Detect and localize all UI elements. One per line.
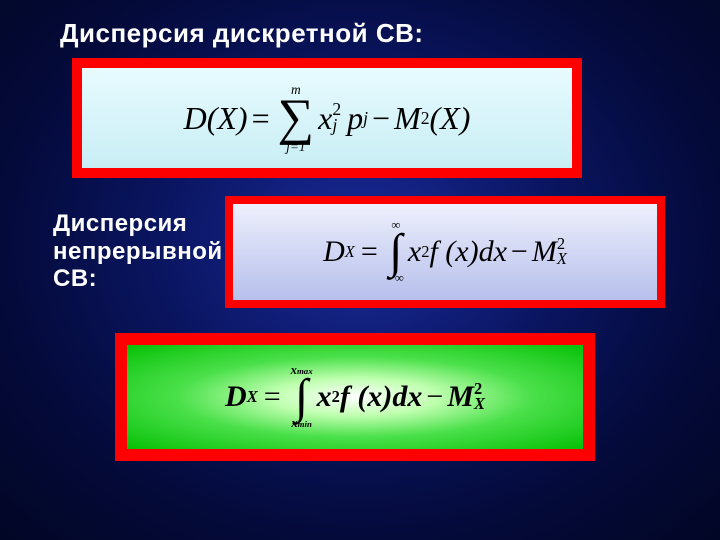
f2-f: f (x)dx (429, 235, 506, 269)
formula-box-continuous: D X = ∞ ∫ −∞ x 2 f (x)dx − M 2 X (225, 196, 665, 308)
f1-sum-bot: j=1 (286, 140, 306, 153)
f3-x: x (317, 380, 332, 414)
f2-x: x (408, 235, 421, 269)
f3-M: M (447, 380, 474, 414)
f3-D: D (225, 380, 247, 414)
formula-bounded: D X = xmax ∫ xmin x 2 f (x)dx − M 2 X (225, 345, 485, 449)
f3-M-sub: X (474, 397, 485, 412)
f1-x-supsub: 2 j (332, 102, 341, 134)
heading-continuous: Дисперсия непрерывной СВ: (53, 210, 223, 293)
heading-discrete-text: Дисперсия дискретной СВ: (60, 18, 424, 48)
f2-eq: = (361, 235, 378, 269)
f1-p: p (347, 100, 363, 137)
formula-discrete: D(X) = m ∑ j=1 x 2 j p j − M 2 (X) (184, 68, 471, 168)
f1-lhs: D(X) (184, 100, 248, 137)
f1-x: x (318, 100, 332, 137)
f1-sum: m ∑ j=1 (278, 83, 315, 153)
f3-int-bot: xmin (291, 417, 312, 430)
heading-discrete: Дисперсия дискретной СВ: (60, 18, 424, 49)
f1-M-sup: 2 (421, 108, 430, 129)
f2-int: ∞ ∫ −∞ (388, 219, 404, 285)
f1-tail: (X) (430, 100, 471, 137)
f3-M-supsub: 2 X (474, 382, 485, 412)
f2-M-sub: X (557, 252, 567, 267)
integral-icon-bold: ∫ (295, 377, 308, 418)
f3-x-sup: 2 (332, 387, 340, 407)
f3-int: xmax ∫ xmin (291, 364, 313, 430)
f3-eq: = (264, 380, 281, 414)
f1-eq: = (252, 100, 270, 137)
f1-minus: − (372, 100, 390, 137)
heading-continuous-line1: Дисперсия (53, 210, 187, 237)
f2-int-bot: −∞ (388, 272, 404, 285)
sigma-icon: ∑ (278, 96, 315, 140)
formula-continuous: D X = ∞ ∫ −∞ x 2 f (x)dx − M 2 X (323, 204, 567, 300)
f3-f: f (x)dx (340, 380, 422, 414)
f1-M: M (394, 100, 421, 137)
f2-x-sup: 2 (421, 242, 429, 262)
f2-D-sub: X (345, 242, 355, 262)
integral-icon: ∫ (389, 232, 402, 273)
f3-minus: − (426, 380, 443, 414)
f1-p-sub: j (363, 108, 368, 129)
formula-box-bounded: D X = xmax ∫ xmin x 2 f (x)dx − M 2 X (115, 333, 595, 461)
f3-D-sub: X (247, 387, 258, 407)
formula-box-discrete: D(X) = m ∑ j=1 x 2 j p j − M 2 (X) (72, 58, 582, 178)
f2-M-supsub: 2 X (557, 237, 567, 267)
f2-M: M (532, 235, 557, 269)
heading-continuous-line2: непрерывной (53, 238, 223, 265)
f2-D: D (323, 235, 345, 269)
f3-int-bot-sub: min (298, 419, 312, 429)
heading-continuous-line3: СВ: (53, 265, 97, 292)
f1-x-sub: j (332, 118, 341, 134)
f2-minus: − (511, 235, 528, 269)
